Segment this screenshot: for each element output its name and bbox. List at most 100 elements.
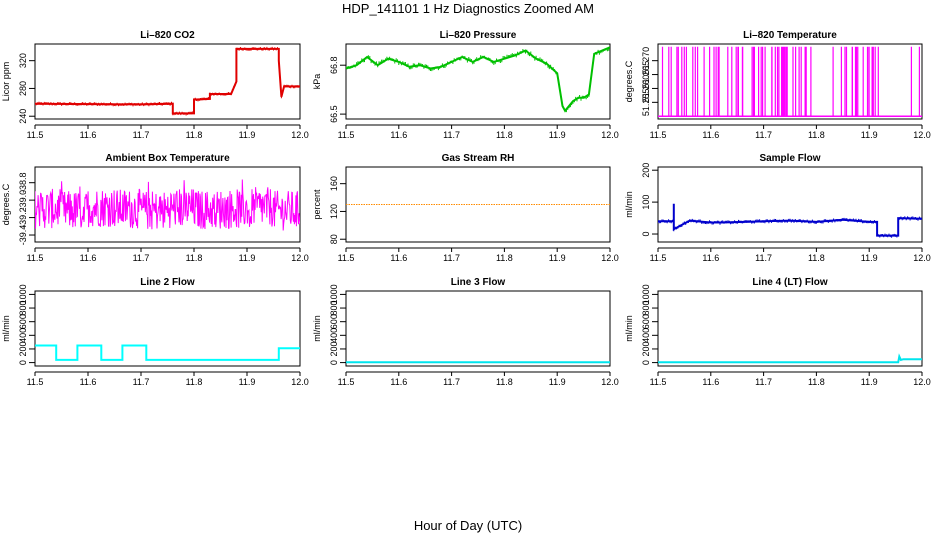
plot-frame [657, 166, 923, 243]
series-box-temperature [35, 179, 300, 231]
x-tick-label: 12.0 [913, 130, 931, 140]
x-tick-label: 12.0 [601, 253, 619, 263]
x-tick-label: 11.7 [443, 253, 460, 263]
x-tick-label: 11.5 [650, 130, 667, 140]
x-tick-label: 11.7 [443, 130, 460, 140]
figure-title: HDP_141101 1 Hz Diagnostics Zoomed AM [342, 1, 594, 16]
x-tick-label: 11.5 [27, 130, 44, 140]
y-tick-label: 800 [329, 301, 339, 316]
panel-title: Line 4 (LT) Flow [752, 277, 828, 288]
y-tick-label: 120 [329, 204, 339, 219]
y-tick-label: -39.2 [18, 207, 28, 228]
x-axis-label: Hour of Day (UTC) [413, 518, 523, 533]
x-tick-label: 11.7 [133, 253, 150, 263]
panel-5: Gas Stream RH percent 11.5 11.6 11.7 11.8 11.9… [312, 153, 619, 263]
y-tick-label: 160 [329, 176, 339, 191]
y-axis-label: degrees.C [1, 183, 11, 225]
x-tick-label: 11.9 [549, 253, 566, 263]
y-tick-label: 1000 [641, 284, 651, 304]
x-tick-label: 11.5 [27, 253, 44, 263]
x-tick-label: 11.8 [496, 253, 513, 263]
x-tick-label: 11.9 [549, 377, 566, 387]
x-tick-label: 11.7 [755, 130, 772, 140]
x-tick-label: 12.0 [913, 253, 931, 263]
y-tick-label: -39.0 [18, 190, 28, 211]
y-tick-label: 66.5 [329, 105, 339, 123]
x-tick-label: 11.7 [133, 377, 150, 387]
panel-1: Li–820 CO2 Licor ppm 11.5 11.6 11.7 11.8 11.9 1… [1, 30, 309, 140]
y-axis-label: Licor ppm [1, 62, 11, 102]
x-tick-label: 11.9 [861, 253, 878, 263]
y-tick-label: 51.265 [641, 61, 651, 89]
x-tick-label: 12.0 [291, 130, 309, 140]
y-axis-label: degrees.C [624, 60, 634, 102]
x-tick-label: 11.7 [133, 130, 150, 140]
x-tick-label: 11.8 [186, 130, 203, 140]
plot-frame [34, 290, 301, 367]
y-axis-label: ml/min [312, 315, 322, 342]
series-line [346, 46, 610, 113]
y-tick-label: 280 [18, 81, 28, 96]
series-jitter [35, 46, 300, 116]
y-tick-label: 600 [329, 314, 339, 329]
y-axis-label: percent [312, 189, 322, 220]
y-tick-label: 240 [18, 109, 28, 124]
x-tick-label: 11.7 [755, 377, 772, 387]
x-tick-label: 11.5 [338, 130, 355, 140]
x-tick-label: 11.9 [861, 130, 878, 140]
panel-4: Ambient Box Temperature degrees.C 11.5 11.6… [1, 153, 309, 263]
panel-2: Li–820 Pressure kPa 11.5 11.6 11.7 11.8 11.9 12… [312, 30, 619, 140]
panel-title: Line 2 Flow [140, 277, 195, 288]
y-tick-label: 51.255 [641, 89, 651, 117]
y-tick-label: 200 [18, 341, 28, 356]
y-tick-label: 1000 [329, 284, 339, 304]
y-tick-label: 800 [18, 301, 28, 316]
x-tick-label: 12.0 [291, 253, 309, 263]
y-tick-label: 66.8 [329, 56, 339, 74]
panel-title: Li–820 CO2 [140, 30, 195, 41]
y-tick-label: 51.260 [641, 75, 651, 103]
x-tick-label: 11.8 [808, 253, 825, 263]
y-axis-label: ml/min [624, 191, 634, 218]
x-tick-label: 11.5 [338, 377, 355, 387]
panel-title: Li–820 Pressure [440, 30, 517, 41]
series-jitter [658, 216, 922, 238]
x-tick-label: 11.5 [338, 253, 355, 263]
series-line [658, 353, 922, 364]
x-tick-label: 11.6 [702, 253, 719, 263]
x-tick-label: 11.9 [239, 377, 256, 387]
panel-title: Line 3 Flow [451, 277, 506, 288]
y-tick-label: 1000 [18, 284, 28, 304]
series-temperature-marks [661, 46, 920, 117]
y-tick-label: 0 [641, 232, 651, 237]
plot-frame [345, 43, 611, 120]
x-tick-label: 11.9 [239, 253, 256, 263]
y-tick-label: 400 [329, 328, 339, 343]
panel-3: Li–820 Temperature degrees.C 11.5 11.6 11.7 1… [624, 30, 931, 140]
x-tick-label: 11.5 [650, 377, 667, 387]
y-tick-label: 80 [329, 234, 339, 244]
y-tick-label: 600 [18, 314, 28, 329]
x-tick-label: 11.6 [702, 130, 719, 140]
y-axis-label: kPa [312, 74, 322, 90]
x-tick-label: 11.6 [390, 253, 407, 263]
panel-title: Sample Flow [759, 153, 820, 164]
x-tick-label: 11.7 [443, 377, 460, 387]
x-tick-label: 12.0 [913, 377, 931, 387]
y-tick-label: 320 [18, 53, 28, 68]
panel-title: Ambient Box Temperature [105, 153, 230, 164]
x-tick-label: 12.0 [291, 377, 309, 387]
x-tick-label: 11.8 [808, 377, 825, 387]
y-axis-label: ml/min [624, 315, 634, 342]
x-tick-label: 11.9 [549, 130, 566, 140]
x-tick-label: 11.5 [650, 253, 667, 263]
x-tick-label: 11.6 [390, 130, 407, 140]
y-tick-label: 100 [641, 195, 651, 210]
x-tick-label: 11.6 [80, 130, 97, 140]
x-tick-label: 11.9 [861, 377, 878, 387]
y-tick-label: 600 [641, 314, 651, 329]
y-tick-label: 200 [329, 341, 339, 356]
x-tick-label: 11.7 [755, 253, 772, 263]
y-tick-label: 400 [641, 328, 651, 343]
